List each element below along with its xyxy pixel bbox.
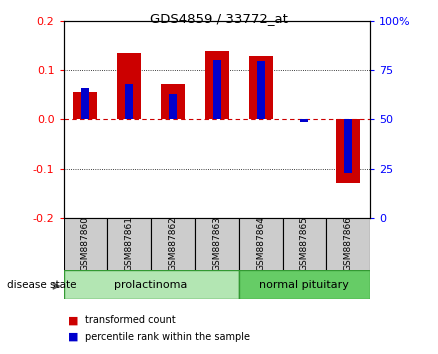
Text: GSM887862: GSM887862 bbox=[169, 216, 177, 271]
Bar bbox=[249, 56, 272, 119]
Bar bbox=[336, 119, 360, 183]
Text: GDS4859 / 33772_at: GDS4859 / 33772_at bbox=[150, 12, 288, 25]
Bar bbox=[161, 84, 185, 119]
Bar bbox=[195, 218, 239, 271]
Text: GSM887863: GSM887863 bbox=[212, 216, 221, 271]
Text: GSM887866: GSM887866 bbox=[344, 216, 353, 271]
Bar bbox=[239, 218, 283, 271]
Bar bbox=[125, 84, 133, 119]
Bar bbox=[326, 218, 370, 271]
Text: normal pituitary: normal pituitary bbox=[259, 280, 350, 290]
Bar bbox=[169, 94, 177, 119]
Bar bbox=[81, 87, 89, 119]
Text: GSM887861: GSM887861 bbox=[125, 216, 134, 271]
Text: GSM887864: GSM887864 bbox=[256, 216, 265, 271]
Bar bbox=[300, 119, 308, 122]
Text: GSM887860: GSM887860 bbox=[81, 216, 90, 271]
Text: GSM887865: GSM887865 bbox=[300, 216, 309, 271]
Bar bbox=[283, 218, 326, 271]
Text: percentile rank within the sample: percentile rank within the sample bbox=[85, 332, 250, 342]
Bar bbox=[117, 53, 141, 119]
Text: ■: ■ bbox=[68, 332, 78, 342]
Bar bbox=[213, 59, 221, 119]
Bar bbox=[151, 218, 195, 271]
Bar bbox=[107, 218, 151, 271]
Bar bbox=[205, 51, 229, 119]
Bar bbox=[64, 218, 107, 271]
Text: transformed count: transformed count bbox=[85, 315, 175, 325]
Bar bbox=[344, 119, 352, 172]
Bar bbox=[239, 270, 370, 299]
Text: prolactinoma: prolactinoma bbox=[114, 280, 188, 290]
Text: ■: ■ bbox=[68, 315, 78, 325]
Text: disease state: disease state bbox=[7, 280, 76, 290]
Bar bbox=[257, 61, 265, 119]
Bar bbox=[64, 270, 239, 299]
Bar bbox=[73, 92, 97, 119]
